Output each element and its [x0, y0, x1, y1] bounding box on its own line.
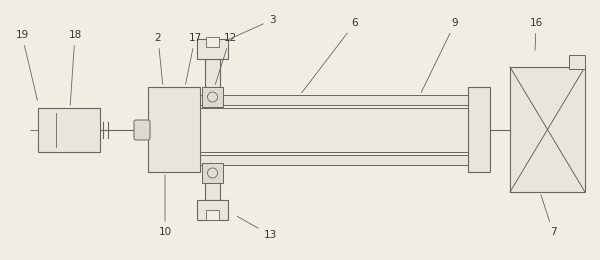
Text: 2: 2	[155, 33, 163, 84]
Bar	[197, 39, 228, 59]
Bar	[149, 154, 199, 170]
Text: 9: 9	[421, 18, 458, 93]
Text: 18: 18	[68, 30, 82, 105]
Text: 7: 7	[541, 195, 556, 237]
Text: 3: 3	[227, 15, 275, 40]
Bar	[206, 37, 219, 47]
Text: 10: 10	[158, 175, 172, 237]
Bar	[202, 87, 223, 107]
Bar	[200, 95, 468, 105]
Text: 16: 16	[529, 18, 542, 50]
Bar	[205, 172, 220, 200]
Bar	[206, 210, 219, 220]
Bar	[469, 89, 489, 105]
Bar	[202, 163, 223, 183]
Bar	[205, 59, 220, 87]
Bar	[468, 87, 490, 172]
Bar	[202, 87, 212, 107]
Text: 19: 19	[16, 30, 37, 100]
Circle shape	[208, 92, 218, 102]
Text: 12: 12	[215, 33, 236, 84]
Bar	[175, 108, 478, 152]
Bar	[202, 163, 212, 183]
Circle shape	[208, 168, 218, 178]
Bar	[148, 87, 200, 172]
Text: 13: 13	[238, 216, 277, 240]
Bar	[200, 155, 468, 165]
Bar	[510, 67, 585, 192]
Bar	[469, 154, 489, 170]
Bar	[149, 89, 199, 105]
Text: 17: 17	[185, 33, 202, 84]
Bar	[569, 55, 585, 69]
Bar	[197, 200, 228, 220]
Bar	[38, 108, 100, 152]
FancyBboxPatch shape	[134, 120, 150, 140]
Text: 6: 6	[302, 18, 358, 93]
